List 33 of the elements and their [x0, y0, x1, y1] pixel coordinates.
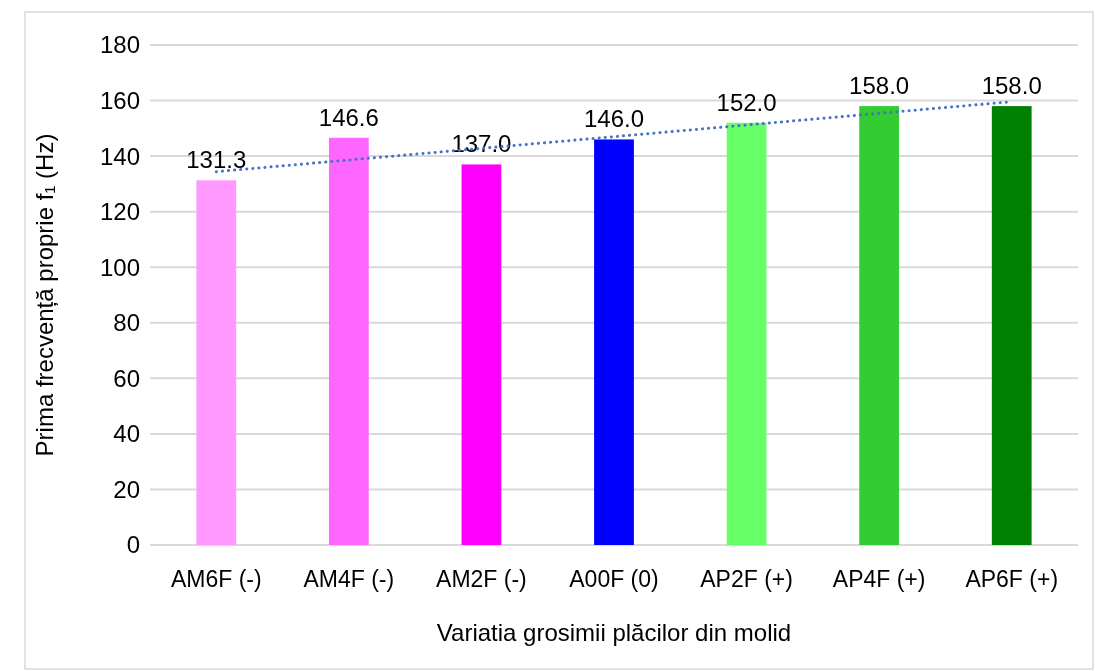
x-tick-label: A00F (0): [569, 566, 659, 592]
data-label: 152.0: [716, 88, 777, 116]
bar: [859, 106, 900, 545]
bar: [991, 106, 1032, 545]
y-tick-label: 60: [113, 364, 140, 392]
y-tick-label: 0: [126, 531, 140, 559]
y-tick-label: 80: [113, 309, 140, 337]
y-tick-label: 100: [99, 253, 140, 281]
bar: [594, 139, 634, 545]
y-tick-label: 120: [99, 198, 140, 226]
x-tick-label: AM4F (-): [303, 566, 395, 592]
bar: [461, 164, 502, 545]
y-tick-label: 160: [99, 86, 140, 114]
bar: [726, 122, 767, 545]
x-tick-label: AM6F (-): [170, 566, 262, 592]
data-label: 146.0: [583, 105, 645, 133]
x-tick-label: AP4F (+): [832, 566, 926, 592]
bar: [328, 137, 369, 545]
data-label: 137.0: [451, 130, 512, 158]
data-label: 158.0: [849, 72, 910, 100]
y-tick-label: 140: [99, 142, 140, 170]
x-tick-label: AP2F (+): [700, 566, 793, 592]
data-label: 158.0: [981, 72, 1042, 100]
x-tick-label: AM2F (-): [436, 566, 527, 592]
data-label: 146.6: [318, 103, 379, 131]
bar: [196, 180, 237, 545]
y-tick-label: 180: [99, 31, 140, 59]
x-tick-label: AP6F (+): [965, 566, 1059, 592]
y-axis-title: Prima frecvență proprie f₁ (Hz): [31, 133, 59, 457]
data-label: 131.3: [186, 146, 247, 174]
x-axis-title: Variatia grosimii plăcilor din molid: [436, 619, 792, 646]
y-tick-label: 40: [113, 420, 140, 448]
y-tick-label: 20: [113, 475, 140, 503]
